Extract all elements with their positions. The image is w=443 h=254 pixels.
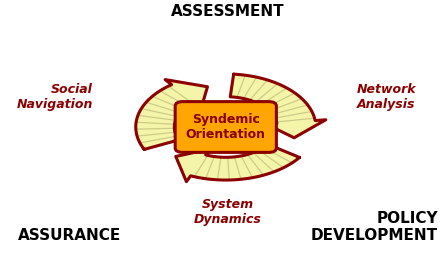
Text: Social
Navigation: Social Navigation <box>16 83 93 111</box>
FancyBboxPatch shape <box>175 102 276 152</box>
Polygon shape <box>230 74 326 138</box>
Polygon shape <box>176 144 299 182</box>
Polygon shape <box>136 80 207 149</box>
Text: System
Dynamics: System Dynamics <box>194 198 262 226</box>
Text: POLICY
DEVELOPMENT: POLICY DEVELOPMENT <box>311 211 438 243</box>
Text: Network
Analysis: Network Analysis <box>357 83 416 111</box>
Text: ASSESSMENT: ASSESSMENT <box>171 5 285 20</box>
Text: ASSURANCE: ASSURANCE <box>18 228 121 243</box>
Text: Syndemic
Orientation: Syndemic Orientation <box>186 113 266 141</box>
